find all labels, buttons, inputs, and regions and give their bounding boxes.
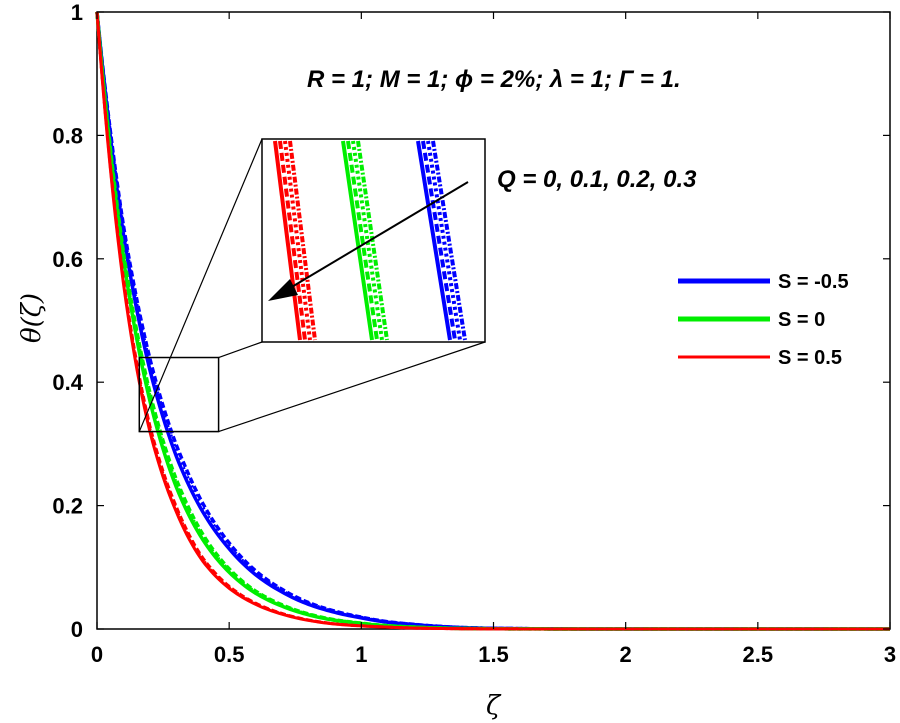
legend: S = -0.5 S = 0 S = 0.5 <box>678 271 849 369</box>
x-tick-label: 1.5 <box>478 642 509 667</box>
x-tick-label: 0.5 <box>214 642 245 667</box>
inset-arrow-head <box>268 279 298 301</box>
inset-series-line <box>273 140 302 341</box>
y-tick-label: 0.2 <box>52 494 83 519</box>
zoom-connector-line <box>218 341 486 433</box>
legend-label-s-0.5: S = 0.5 <box>778 347 842 369</box>
inset-series-line <box>341 140 374 341</box>
q-annotation: Q = 0, 0.1, 0.2, 0.3 <box>497 166 697 193</box>
y-tick-label: 0.6 <box>52 247 83 272</box>
x-tick-label: 3 <box>884 642 896 667</box>
y-tick-label: 0.8 <box>52 123 83 148</box>
inset-series-line <box>346 140 379 341</box>
legend-label-s-neg-0.5: S = -0.5 <box>778 271 849 293</box>
inset-series-line <box>416 140 452 341</box>
series-line <box>95 11 890 631</box>
parameter-annotation: R = 1; M = 1; ϕ = 2%; λ = 1; Γ = 1. <box>307 66 681 93</box>
inset-plot <box>261 138 486 343</box>
y-tick-label: 0 <box>71 617 83 642</box>
y-tick-label: 0.4 <box>52 370 83 395</box>
zoom-connector-line <box>218 341 263 359</box>
legend-label-s-0: S = 0 <box>778 309 825 331</box>
inset-series-line <box>288 140 317 341</box>
x-tick-label: 2.5 <box>743 642 774 667</box>
x-tick-label: 0 <box>91 642 103 667</box>
y-axis-label: θ(ζ) <box>17 293 47 343</box>
inset-series-line <box>421 140 457 341</box>
y-tick-label: 1 <box>71 0 83 25</box>
x-axis-label: ζ <box>486 691 502 721</box>
inset-series-line <box>278 140 307 341</box>
inset-series-line <box>431 140 467 341</box>
axis-layer: 0 0.5 1 1.5 2 2.5 3 0 0.2 0.4 0.6 0.8 1 <box>52 0 896 667</box>
inset-series-line <box>356 140 389 341</box>
x-tick-label: 2 <box>620 642 632 667</box>
plot-area <box>96 11 891 630</box>
inset-arrow-shaft <box>284 181 469 292</box>
inset-series-layer <box>273 140 467 341</box>
zoom-connector-line <box>138 138 263 432</box>
x-tick-label: 1 <box>355 642 367 667</box>
